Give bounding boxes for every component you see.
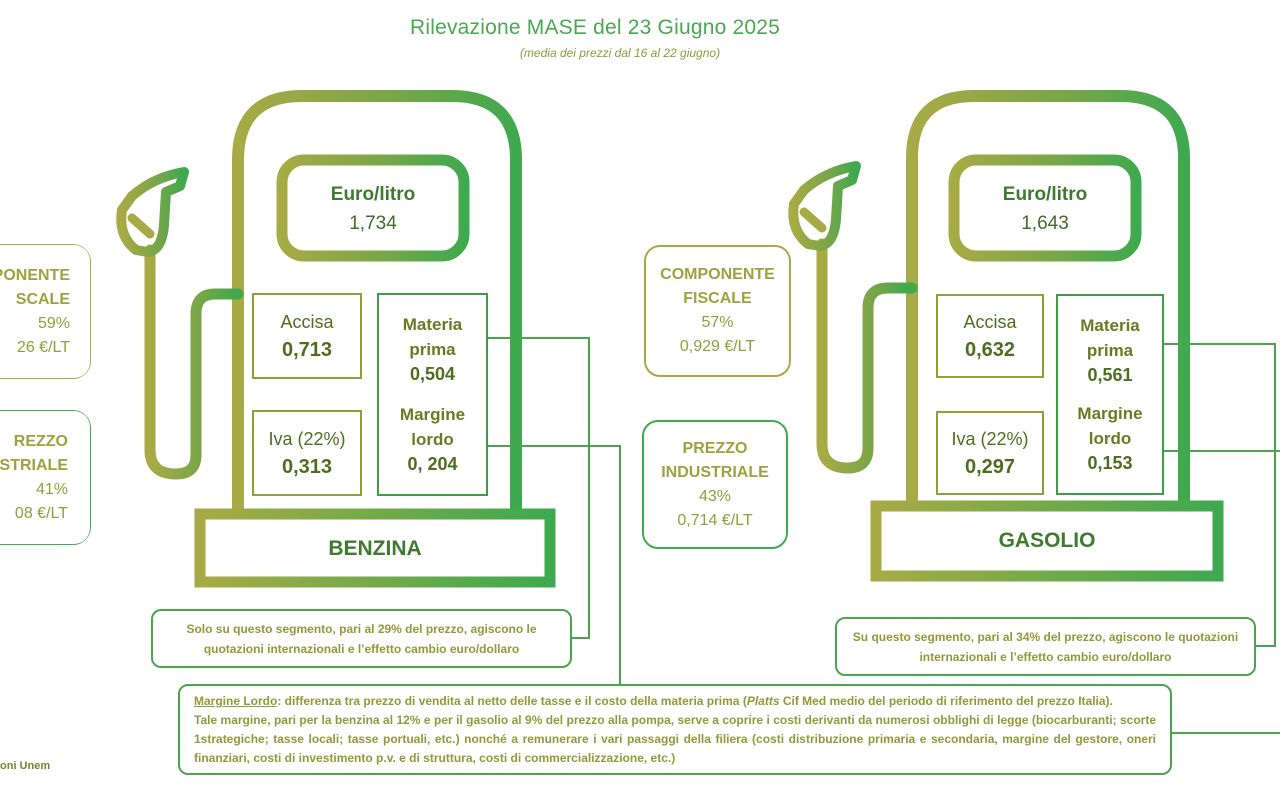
margine-lordo-line1: : differenza tra prezzo di vendita al ne… <box>277 694 747 708</box>
benzina-accisa-cell: Accisa 0,713 <box>252 293 362 379</box>
margine-lordo-term: Margine Lordo <box>194 694 278 708</box>
gasolio-price-value: 1,643 <box>1021 213 1069 234</box>
benzina-accisa-label: Accisa <box>280 312 334 332</box>
gasolio-industriale-line1: PREZZO <box>682 439 748 457</box>
gasolio-fuel-label: GASOLIO <box>998 529 1096 552</box>
gasolio-materia-label-2: prima <box>1086 340 1134 360</box>
gasolio-fiscale-line1: COMPONENTE <box>660 266 775 283</box>
benzina-industriale-line1: REZZO <box>13 432 68 450</box>
source-credit: oni Unem <box>0 760 51 772</box>
gasolio-accisa-value: 0,632 <box>964 339 1016 361</box>
gasolio-industriale-pct: 43% <box>698 487 732 505</box>
benzina-price-label: Euro/litro <box>330 184 416 205</box>
gasolio-accisa-cell: Accisa 0,632 <box>936 294 1044 378</box>
margine-lordo-rest: Tale margine, pari per la benzina al 12%… <box>194 713 1156 765</box>
gasolio-note: Su questo segmento, pari al 34% del prez… <box>835 617 1256 676</box>
page-title: Rilevazione MASE del 23 Giugno 2025 <box>409 16 781 39</box>
benzina-pump-outline <box>116 90 556 588</box>
benzina-price-display: Euro/litro 1,734 <box>290 168 456 250</box>
gasolio-fiscale-pct: 57% <box>701 314 734 331</box>
benzina-industrial-cell: Materia prima 0,504 Margine lordo 0, 204 <box>377 293 488 496</box>
gasolio-fiscale-value: 0,929 €/LT <box>679 338 756 355</box>
benzina-iva-value: 0,313 <box>281 456 333 478</box>
benzina-fuel-label: BENZINA <box>328 537 422 560</box>
gasolio-margine-label-1: Margine <box>1077 404 1143 424</box>
gasolio-materia-value: 0,561 <box>1087 364 1133 385</box>
gasolio-industriale-box: PREZZO INDUSTRIALE 43% 0,714 €/LT <box>642 420 788 549</box>
gasolio-industrial-cell: Materia prima 0,561 Margine lordo 0,153 <box>1056 294 1164 495</box>
benzina-materia-label-2: prima <box>409 340 456 360</box>
platts-term: Platts <box>746 694 780 708</box>
benzina-iva-label: Iva (22%) <box>268 429 346 449</box>
benzina-fiscale-box: PONENTE SCALE 59% 26 €/LT <box>0 245 90 378</box>
benzina-fiscale-line1: PONENTE <box>0 266 70 284</box>
benzina-accisa-value: 0,713 <box>281 339 333 361</box>
gasolio-margine-label-2: lordo <box>1088 429 1132 449</box>
gasolio-fiscale-line2: FISCALE <box>683 290 752 307</box>
benzina-industriale-box: REZZO USTRIALE 41% 08 €/LT <box>0 411 90 544</box>
benzina-price-value: 1,734 <box>349 213 397 234</box>
benzina-margine-value: 0, 204 <box>407 453 458 474</box>
gasolio-price-display: Euro/litro 1,643 <box>962 168 1128 250</box>
gasolio-industriale-line2: INDUSTRIALE <box>661 463 769 481</box>
margine-lordo-line1b: Cif Med medio del periodo di riferimento… <box>779 694 1113 708</box>
page-subtitle: (media dei prezzi dal 16 al 22 giugno) <box>519 46 721 60</box>
gasolio-iva-value: 0,297 <box>964 456 1016 478</box>
benzina-materia-value: 0,504 <box>409 364 456 385</box>
gasolio-connectors <box>1163 343 1280 734</box>
benzina-margine-label-1: Margine <box>399 404 466 424</box>
gasolio-iva-cell: Iva (22%) 0,297 <box>936 411 1044 495</box>
gasolio-industriale-value: 0,714 €/LT <box>677 511 753 529</box>
benzina-materia-label-1: Materia <box>402 315 463 335</box>
benzina-fiscale-line2: SCALE <box>15 290 70 308</box>
gasolio-price-label: Euro/litro <box>1002 184 1088 205</box>
benzina-iva-cell: Iva (22%) 0,313 <box>252 410 362 496</box>
benzina-connectors <box>487 337 621 686</box>
margine-lordo-note: Margine Lordo: differenza tra prezzo di … <box>178 684 1172 775</box>
benzina-fiscale-value: 26 €/LT <box>16 338 70 356</box>
gasolio-accisa-label: Accisa <box>963 312 1017 332</box>
gasolio-fiscale-box: COMPONENTE FISCALE 57% 0,929 €/LT <box>644 245 791 377</box>
gasolio-pump-outline <box>788 90 1224 582</box>
benzina-industriale-pct: 41% <box>35 480 68 498</box>
gasolio-margine-value: 0,153 <box>1087 453 1133 474</box>
benzina-industriale-value: 08 €/LT <box>14 504 68 522</box>
gasolio-iva-label: Iva (22%) <box>951 429 1029 449</box>
benzina-margine-label-2: lordo <box>411 429 454 449</box>
benzina-industriale-line2: USTRIALE <box>0 456 68 474</box>
benzina-note: Solo su questo segmento, pari al 29% del… <box>151 609 572 668</box>
benzina-fiscale-pct: 59% <box>37 314 70 332</box>
gasolio-materia-label-1: Materia <box>1080 315 1140 335</box>
